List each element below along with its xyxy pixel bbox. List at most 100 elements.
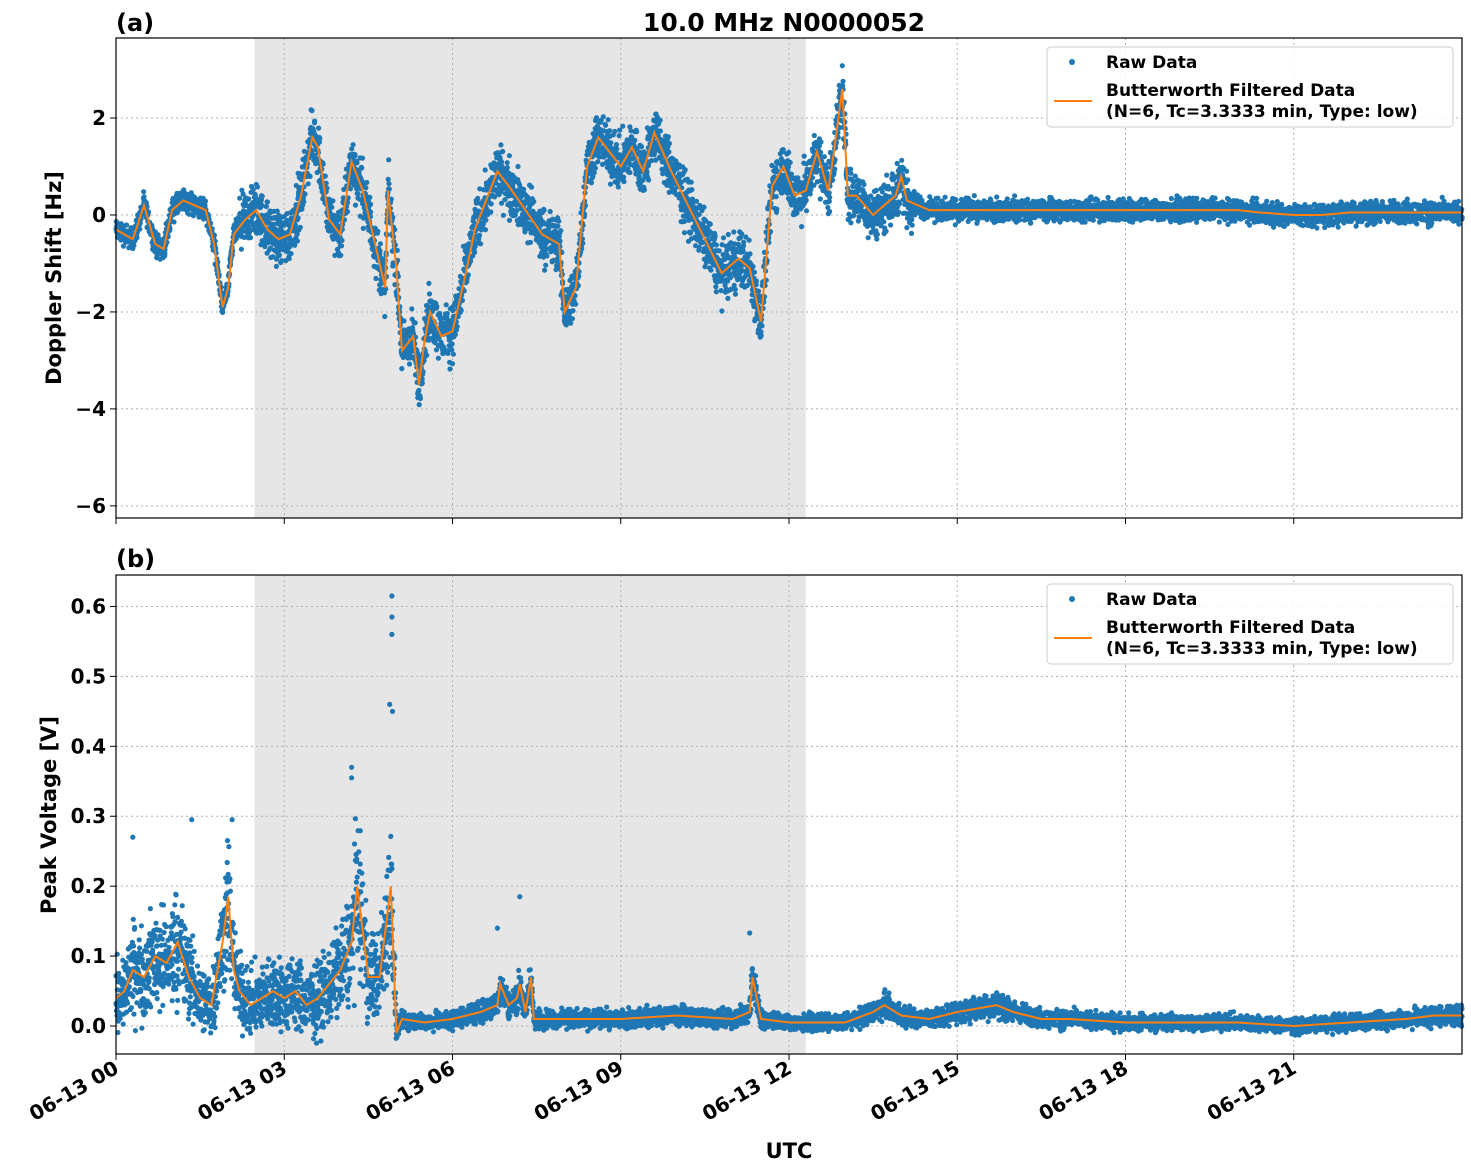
panel-a-raw-point	[162, 250, 168, 256]
panel-a-raw-point	[450, 351, 456, 357]
panel-a-raw-point	[412, 320, 418, 326]
panel-a-raw-point	[541, 207, 547, 213]
panel-a-raw-point	[696, 245, 703, 251]
panel-a-raw-point	[942, 194, 948, 200]
panel-a-raw-point	[588, 180, 595, 186]
panel-a-raw-point	[713, 284, 719, 290]
panel-a-raw-point	[608, 140, 614, 146]
panel-a-raw-point	[141, 194, 147, 200]
panel-a-raw-point	[401, 318, 407, 324]
panel-a-raw-point	[478, 241, 484, 247]
panel-a-raw-point	[302, 191, 308, 197]
panel-a-raw-point	[1028, 220, 1034, 226]
panel-a-raw-point	[476, 232, 483, 238]
panel-a-raw-point	[688, 179, 694, 185]
panel-a-doppler-shift: (a) 20−2−4−6 Doppler Shift [Hz] Raw Data…	[42, 9, 1465, 524]
panel-a-raw-point	[807, 191, 813, 197]
panel-a-raw-point	[528, 184, 535, 190]
panel-a-raw-point	[137, 226, 143, 232]
panel-a-raw-point	[382, 313, 388, 320]
panel-a-raw-point	[329, 204, 335, 210]
panel-a-raw-point	[297, 224, 303, 230]
panel-a-raw-point	[874, 231, 881, 237]
panel-a-raw-point	[592, 165, 599, 171]
panel-a-raw-point	[1004, 196, 1010, 202]
panel-a-raw-point	[171, 219, 177, 225]
panel-a-raw-point	[569, 316, 576, 322]
panel-a-raw-point	[339, 237, 345, 243]
panel-a-raw-point	[558, 228, 564, 234]
panel-a-raw-point	[360, 225, 366, 231]
panel-a-raw-point	[638, 144, 645, 150]
panel-a-raw-point	[747, 251, 753, 257]
panel-a-raw-point	[707, 221, 713, 227]
panel-a-raw-point	[811, 132, 817, 139]
panel-a-raw-point	[347, 186, 354, 192]
panel-a-raw-point	[801, 153, 807, 159]
panel-a-raw-point	[301, 199, 307, 205]
panel-a-raw-point	[419, 380, 425, 386]
panel-a-raw-point	[355, 190, 361, 197]
panel-a-raw-point	[406, 361, 413, 367]
panel-a-raw-point	[908, 230, 915, 236]
panel-a-raw-point	[399, 366, 405, 372]
panel-a-raw-point	[543, 262, 549, 268]
panel-a-raw-point	[821, 154, 827, 160]
panel-a-raw-point	[953, 197, 959, 203]
panel-a-raw-point	[359, 165, 365, 171]
panel-a-raw-point	[786, 149, 792, 155]
panel-a-raw-point	[385, 176, 391, 182]
panel-a-raw-point	[338, 243, 345, 249]
panel-a-raw-point	[237, 195, 243, 201]
panel-a-raw-point	[386, 157, 392, 163]
panel-a-raw-point	[602, 122, 609, 128]
panel-a-raw-point	[873, 187, 879, 193]
panel-a-raw-point	[556, 218, 562, 224]
panel-a-raw-point	[447, 366, 453, 372]
panel-a-raw-point	[202, 198, 208, 204]
panel-a-raw-point	[416, 402, 422, 408]
panel-a-raw-point	[131, 242, 137, 248]
panel-a-raw-point	[874, 236, 880, 242]
panel-a-raw-point	[865, 235, 871, 241]
panel-a-raw-point	[482, 227, 489, 233]
panel-a-raw-point	[443, 302, 449, 308]
panel-a-raw-point	[452, 332, 458, 338]
figure-title: 10.0 MHz N0000052	[643, 8, 925, 37]
panel-a-raw-point	[774, 206, 780, 212]
panel-a-raw-point	[614, 179, 621, 185]
panel-a-raw-point	[120, 243, 126, 249]
panel-a-raw-point	[621, 174, 627, 180]
panel-a-raw-point	[719, 308, 725, 314]
panel-a-raw-point	[338, 252, 344, 258]
panel-a-raw-point	[975, 218, 981, 224]
panel-a-raw-point	[881, 219, 887, 225]
panel-a-raw-point	[555, 223, 561, 229]
panel-a-raw-point	[713, 242, 719, 248]
panel-a-raw-point	[426, 280, 432, 286]
panel-a-raw-point	[720, 235, 727, 241]
panel-a-raw-point	[591, 170, 597, 176]
panel-a-raw-point	[634, 129, 640, 135]
panel-a-raw-point	[636, 173, 642, 179]
panel-a-raw-point	[600, 114, 606, 120]
panel-a-raw-point	[799, 224, 805, 230]
panel-a-raw-point	[364, 179, 370, 186]
panel-a-raw-point	[716, 248, 722, 254]
panel-a-raw-point	[607, 128, 613, 134]
panel-a-raw-point	[238, 246, 244, 252]
panel-a-raw-point	[500, 212, 506, 218]
panel-a-raw-point	[317, 136, 323, 142]
panel-a-raw-point	[899, 157, 905, 163]
panel-a-raw-point	[316, 125, 322, 131]
panel-a-raw-point	[368, 201, 374, 207]
panel-a-label: (a)	[116, 9, 154, 37]
panel-a-raw-point	[904, 225, 910, 231]
panel-a-raw-point	[832, 166, 838, 172]
panel-a-raw-point	[307, 173, 313, 179]
panel-a-raw-point	[712, 233, 718, 239]
panel-a-raw-point	[417, 395, 423, 402]
panel-a-raw-point	[305, 181, 311, 187]
panel-a-raw-point	[144, 203, 150, 209]
panel-a-raw-point	[644, 169, 650, 175]
